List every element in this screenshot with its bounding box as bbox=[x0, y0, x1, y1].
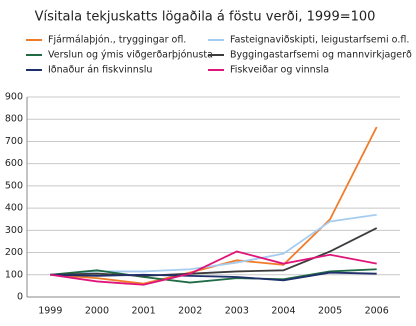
x-tick-label: 2002 bbox=[178, 306, 202, 317]
legend-label: Verslun og ýmis viðgerðarþjónusta bbox=[48, 50, 213, 61]
legend-label: Iðnaður án fiskvinnslu bbox=[48, 65, 152, 76]
y-tick-label: 900 bbox=[5, 92, 23, 103]
x-tick-label: 2006 bbox=[365, 306, 389, 317]
y-tick-label: 200 bbox=[5, 247, 23, 258]
series-line bbox=[50, 271, 377, 282]
legend-label: Fjármálaþjón., tryggingar ofl. bbox=[48, 35, 186, 46]
series-line bbox=[50, 227, 378, 277]
chart-title: Vísitala tekjuskatts lögaðila á föstu ve… bbox=[35, 10, 376, 25]
y-tick-label: 600 bbox=[5, 158, 23, 169]
y-tick-label: 300 bbox=[5, 225, 23, 236]
series-line bbox=[50, 250, 377, 286]
x-tick-label: 2001 bbox=[131, 306, 155, 317]
y-tick-label: 400 bbox=[5, 203, 23, 214]
x-tick-label: 2003 bbox=[225, 306, 249, 317]
series-line bbox=[50, 213, 377, 276]
x-tick-label: 2005 bbox=[318, 306, 342, 317]
y-tick-label: 0 bbox=[17, 292, 23, 303]
y-tick-label: 500 bbox=[5, 180, 23, 191]
legend-label: Byggingastarfsemi og mannvirkjagerð bbox=[230, 50, 412, 61]
x-tick-label: 2004 bbox=[271, 306, 295, 317]
x-tick-label: 1999 bbox=[38, 306, 62, 317]
y-tick-label: 100 bbox=[5, 269, 23, 280]
y-tick-label: 700 bbox=[5, 136, 23, 147]
series-line bbox=[50, 268, 377, 284]
series-line bbox=[50, 126, 378, 285]
y-tick-label: 800 bbox=[5, 114, 23, 125]
x-tick-label: 2000 bbox=[85, 306, 109, 317]
legend-label: Fasteignaviðskipti, leigustarfsemi o.fl. bbox=[230, 35, 409, 46]
legend-label: Fiskveiðar og vinnsla bbox=[230, 65, 329, 76]
